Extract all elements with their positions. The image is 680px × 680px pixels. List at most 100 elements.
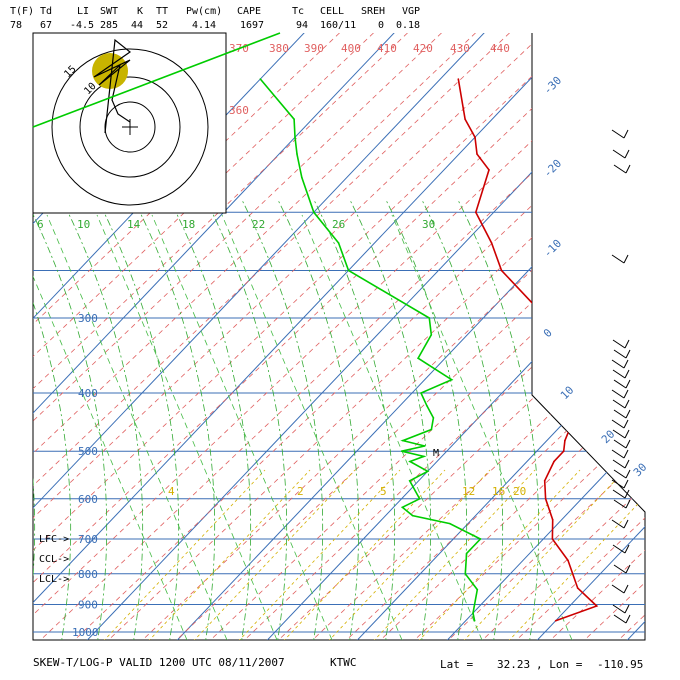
data-point (571, 422, 573, 425)
mixing-ratio-line (94, 469, 266, 640)
wind-barb (613, 164, 627, 174)
header-field-cape-label: CAPE (237, 6, 262, 17)
data-point (294, 136, 296, 139)
moist-adiabat-line (205, 199, 288, 640)
dry-adiabat-line (33, 33, 525, 640)
moist-adiabat-line (133, 199, 216, 640)
moist-adiabat-line (241, 199, 324, 640)
dry-adiabat-line (403, 33, 645, 640)
mixing-ratio-line (409, 469, 581, 640)
wind-barb (612, 489, 626, 499)
data-point (259, 78, 262, 80)
data-point (428, 317, 431, 319)
header-field-sreh-value: 0 (378, 20, 385, 31)
wind-barb-flag (623, 389, 629, 399)
data-point (312, 211, 315, 214)
header-field-td-value: 67 (40, 20, 53, 31)
wind-barb (613, 614, 627, 624)
mixing-ratio-upper-line (301, 214, 483, 640)
theta-label: 360 (229, 104, 249, 117)
moist-adiabat-line (313, 199, 396, 640)
dry-adiabat-line (369, 33, 645, 640)
data-point (301, 176, 303, 179)
footer-lon-value: -110.95 (597, 658, 644, 671)
data-point (474, 136, 476, 139)
data-point (450, 378, 453, 381)
data-point (543, 479, 546, 482)
data-point (402, 439, 404, 442)
isotherm-tick-label: 20 (599, 428, 618, 447)
isotherm-line (33, 33, 486, 640)
pressure-tick-label: 400 (78, 387, 98, 400)
dry-adiabat-line (63, 33, 645, 640)
pressure-tick-label: 700 (78, 533, 98, 546)
level-marker-label: CCL-> (39, 554, 69, 565)
data-point (474, 211, 477, 214)
theta-label: 420 (413, 42, 433, 55)
footer-lat-value: 32.23 (497, 658, 531, 671)
data-point (545, 317, 548, 319)
data-point (337, 242, 340, 244)
mixing-ratio-line (139, 469, 311, 640)
isotherm-tick-label: -20 (541, 157, 564, 180)
level-marker-label: LFC-> (39, 534, 69, 545)
dry-adiabat-line (33, 33, 645, 640)
data-point (566, 342, 569, 344)
pressure-tick-label: 500 (78, 445, 98, 458)
dry-adiabat-line (33, 33, 645, 640)
data-point (490, 242, 493, 244)
moist-adiabat-line (421, 199, 504, 640)
data-point (293, 118, 295, 121)
wind-barb (611, 254, 625, 264)
dry-adiabat-line (33, 33, 559, 640)
wind-barb (612, 339, 626, 349)
moist-adiabat-line (33, 199, 36, 640)
wind-barb-flag (624, 429, 630, 439)
data-point (408, 479, 411, 482)
isotherm-line (33, 33, 36, 640)
mixing-ratio-line (229, 469, 401, 640)
wind-barb (611, 359, 625, 369)
wind-barb (612, 429, 626, 439)
wind-barb (613, 379, 627, 389)
wind-barb-flag (624, 604, 630, 614)
header-field-cape-value: 1697 (240, 20, 265, 31)
isotherm-line (442, 33, 645, 640)
header-field-td-label: Td (40, 6, 53, 17)
wind-barb-flag (624, 339, 630, 349)
wind-barb (613, 349, 627, 359)
isotherm-line (33, 33, 576, 640)
wind-barb-flag (623, 584, 629, 594)
level-marker-label: LCL-> (39, 574, 69, 585)
storm-motion-dot (92, 53, 128, 89)
wind-barb-flag (625, 469, 631, 479)
mixing-ratio-lower-label: 20 (513, 485, 526, 498)
mixing-ratio-line (454, 469, 626, 640)
wind-barb-flag (623, 519, 629, 529)
dry-adiabat-line (33, 33, 627, 640)
dry-adiabat-line (573, 33, 645, 640)
wind-barb-flag (623, 254, 629, 264)
dry-adiabat-line (267, 33, 645, 640)
wind-barb (611, 389, 625, 399)
theta-label: 390 (304, 42, 324, 55)
hodograph-ring (51, 48, 209, 206)
moist-adiabat-line (349, 199, 432, 640)
mixing-ratio-lower-label: 5 (380, 485, 387, 498)
wind-barb-flag (625, 349, 631, 359)
pressure-tick-label: 600 (78, 493, 98, 506)
data-point (465, 552, 468, 555)
hodograph-ring (79, 76, 181, 178)
wind-barb (612, 369, 626, 379)
data-point (567, 559, 569, 562)
data-point (551, 518, 554, 521)
mixing-ratio-upper-line (96, 214, 278, 640)
header-field-pw-label: Pw(cm) (186, 6, 223, 17)
header-field-swt-label: SWT (100, 6, 119, 17)
isotherm-line (33, 33, 396, 640)
data-point (564, 439, 566, 442)
pressure-tick-label: 900 (78, 599, 98, 612)
header-field-vgp-value: 0.18 (396, 20, 421, 31)
mixing-ratio-lower-label: 12 (462, 485, 475, 498)
